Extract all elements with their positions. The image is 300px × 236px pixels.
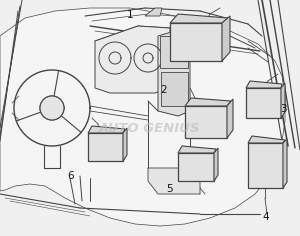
Polygon shape — [123, 128, 127, 161]
Polygon shape — [158, 31, 190, 116]
Polygon shape — [95, 26, 170, 93]
Polygon shape — [281, 83, 285, 118]
Text: 1: 1 — [127, 10, 134, 20]
Bar — [88, 133, 123, 161]
Text: AUTO GENIUS: AUTO GENIUS — [99, 122, 201, 135]
Polygon shape — [185, 98, 231, 106]
Bar — [178, 153, 214, 181]
Polygon shape — [0, 8, 285, 226]
Polygon shape — [170, 14, 228, 23]
Circle shape — [40, 96, 64, 120]
Polygon shape — [88, 126, 125, 133]
Polygon shape — [283, 139, 287, 188]
Polygon shape — [246, 81, 282, 88]
Bar — [246, 88, 281, 118]
Bar — [185, 106, 227, 138]
Polygon shape — [148, 168, 200, 194]
Polygon shape — [227, 99, 233, 138]
Bar — [160, 36, 188, 68]
Bar — [248, 143, 283, 188]
Polygon shape — [214, 148, 218, 181]
Polygon shape — [248, 136, 285, 143]
Text: 3: 3 — [280, 104, 287, 114]
Polygon shape — [145, 8, 162, 16]
Bar — [161, 72, 188, 106]
Text: 5: 5 — [166, 184, 173, 194]
Text: 6: 6 — [67, 171, 74, 181]
Text: 2: 2 — [160, 85, 167, 95]
Polygon shape — [178, 146, 216, 153]
Text: 4: 4 — [262, 212, 269, 222]
Polygon shape — [222, 16, 230, 61]
Bar — [170, 23, 222, 61]
